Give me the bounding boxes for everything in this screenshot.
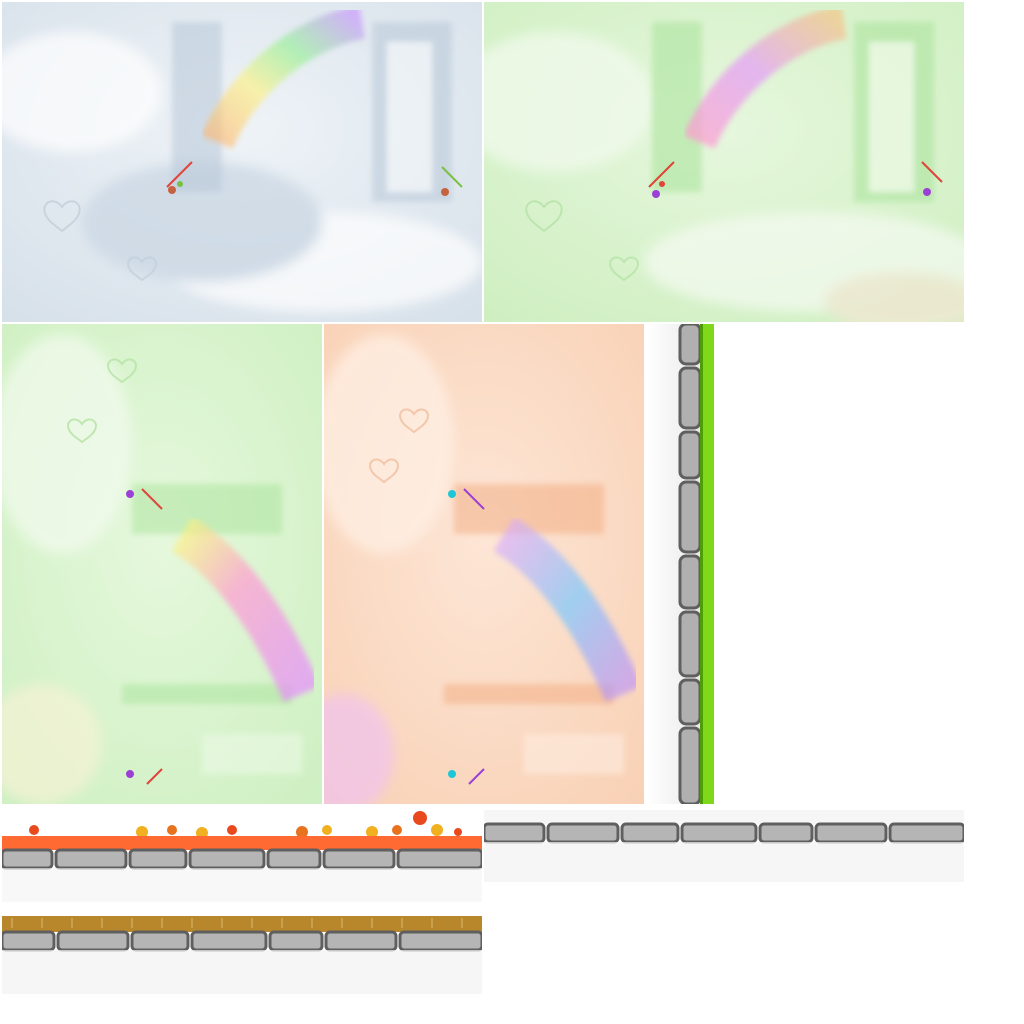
ground-strip-straw-grass	[2, 904, 482, 994]
ground-strip-autumn-leaves	[2, 806, 482, 902]
straw-strip-art	[2, 904, 482, 994]
peach-portrait-art	[324, 324, 644, 804]
background-tile-blue-landscape	[2, 2, 482, 322]
vertical-wall-art	[646, 324, 718, 804]
ground-strip-plain-stone	[484, 806, 964, 902]
stone-pattern	[2, 930, 482, 952]
autumn-top-band	[2, 836, 482, 850]
heart-doodle-icon	[67, 358, 137, 444]
grass-edge	[700, 324, 714, 804]
blue-landscape-art	[2, 2, 482, 322]
green-landscape-art	[484, 2, 964, 322]
flower-sprig-icon	[648, 161, 943, 198]
autumn-strip-art	[2, 806, 482, 902]
wall-tile-vertical-grass	[646, 324, 718, 804]
straw-top-band	[2, 916, 482, 932]
heart-doodle-icon	[525, 200, 639, 282]
stone-pattern	[678, 324, 702, 804]
background-tile-green-portrait	[2, 324, 322, 804]
flower-sprig-icon	[448, 488, 485, 785]
heart-doodle-icon	[43, 200, 157, 282]
heart-doodle-icon	[369, 408, 429, 484]
plain-strip-art	[484, 806, 964, 902]
background-tile-peach-portrait	[324, 324, 644, 804]
green-portrait-art	[2, 324, 322, 804]
stone-pattern	[484, 822, 964, 844]
stone-pattern	[2, 848, 482, 870]
background-tile-green-landscape	[484, 2, 964, 322]
flower-sprig-icon	[166, 161, 463, 196]
flower-sprig-icon	[126, 488, 163, 785]
